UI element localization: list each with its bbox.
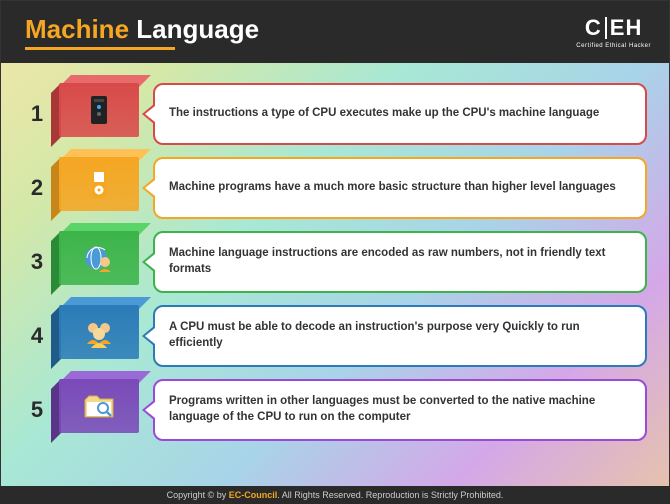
header: Machine Language C E H Certified Ethical… (1, 1, 669, 63)
icon-box (51, 231, 139, 293)
row-text: The instructions a type of CPU executes … (153, 83, 647, 145)
footer-suffix: . All Rights Reserved. Reproduction is S… (277, 490, 503, 500)
info-row-5: 5 Programs written in other languages mus… (23, 379, 647, 441)
title-underline (25, 47, 175, 50)
icon-box (51, 379, 139, 441)
logo-letters: C E H (585, 15, 642, 41)
row-text: Machine language instructions are encode… (153, 231, 647, 293)
title-block: Machine Language (25, 14, 259, 50)
folder-search-icon (81, 388, 117, 424)
footer-prefix: Copyright © by (167, 490, 229, 500)
footer-brand: EC-Council (229, 490, 278, 500)
info-row-2: 2 Machine programs have a much more basic… (23, 157, 647, 219)
row-text: Programs written in other languages must… (153, 379, 647, 441)
logo-c: C (585, 15, 602, 41)
title-rest: Language (129, 14, 259, 44)
content-area: 1 The instructions a type of CPU executes… (1, 63, 669, 461)
people-icon (81, 314, 117, 350)
row-text: A CPU must be able to decode an instruct… (153, 305, 647, 367)
logo-h: H (625, 15, 642, 41)
tower-icon (81, 92, 117, 128)
row-number: 4 (23, 305, 51, 367)
logo-e: E (610, 15, 626, 41)
row-number: 5 (23, 379, 51, 441)
info-row-4: 4 A CPU must be able to decode an instruc… (23, 305, 647, 367)
icon-box (51, 83, 139, 145)
footer: Copyright © by EC-Council. All Rights Re… (0, 486, 670, 504)
info-row-1: 1 The instructions a type of CPU executes… (23, 83, 647, 145)
page-title: Machine Language (25, 14, 259, 45)
globe-user-icon (81, 240, 117, 276)
row-number: 3 (23, 231, 51, 293)
info-row-3: 3 Machine language instructions are encod… (23, 231, 647, 293)
logo-subtitle: Certified Ethical Hacker (576, 43, 651, 49)
title-highlight: Machine (25, 14, 129, 44)
icon-box (51, 157, 139, 219)
row-number: 2 (23, 157, 51, 219)
ipod-icon (81, 166, 117, 202)
row-text: Machine programs have a much more basic … (153, 157, 647, 219)
ceh-logo: C E H Certified Ethical Hacker (576, 15, 651, 49)
row-number: 1 (23, 83, 51, 145)
logo-separator (605, 17, 607, 39)
icon-box (51, 305, 139, 367)
